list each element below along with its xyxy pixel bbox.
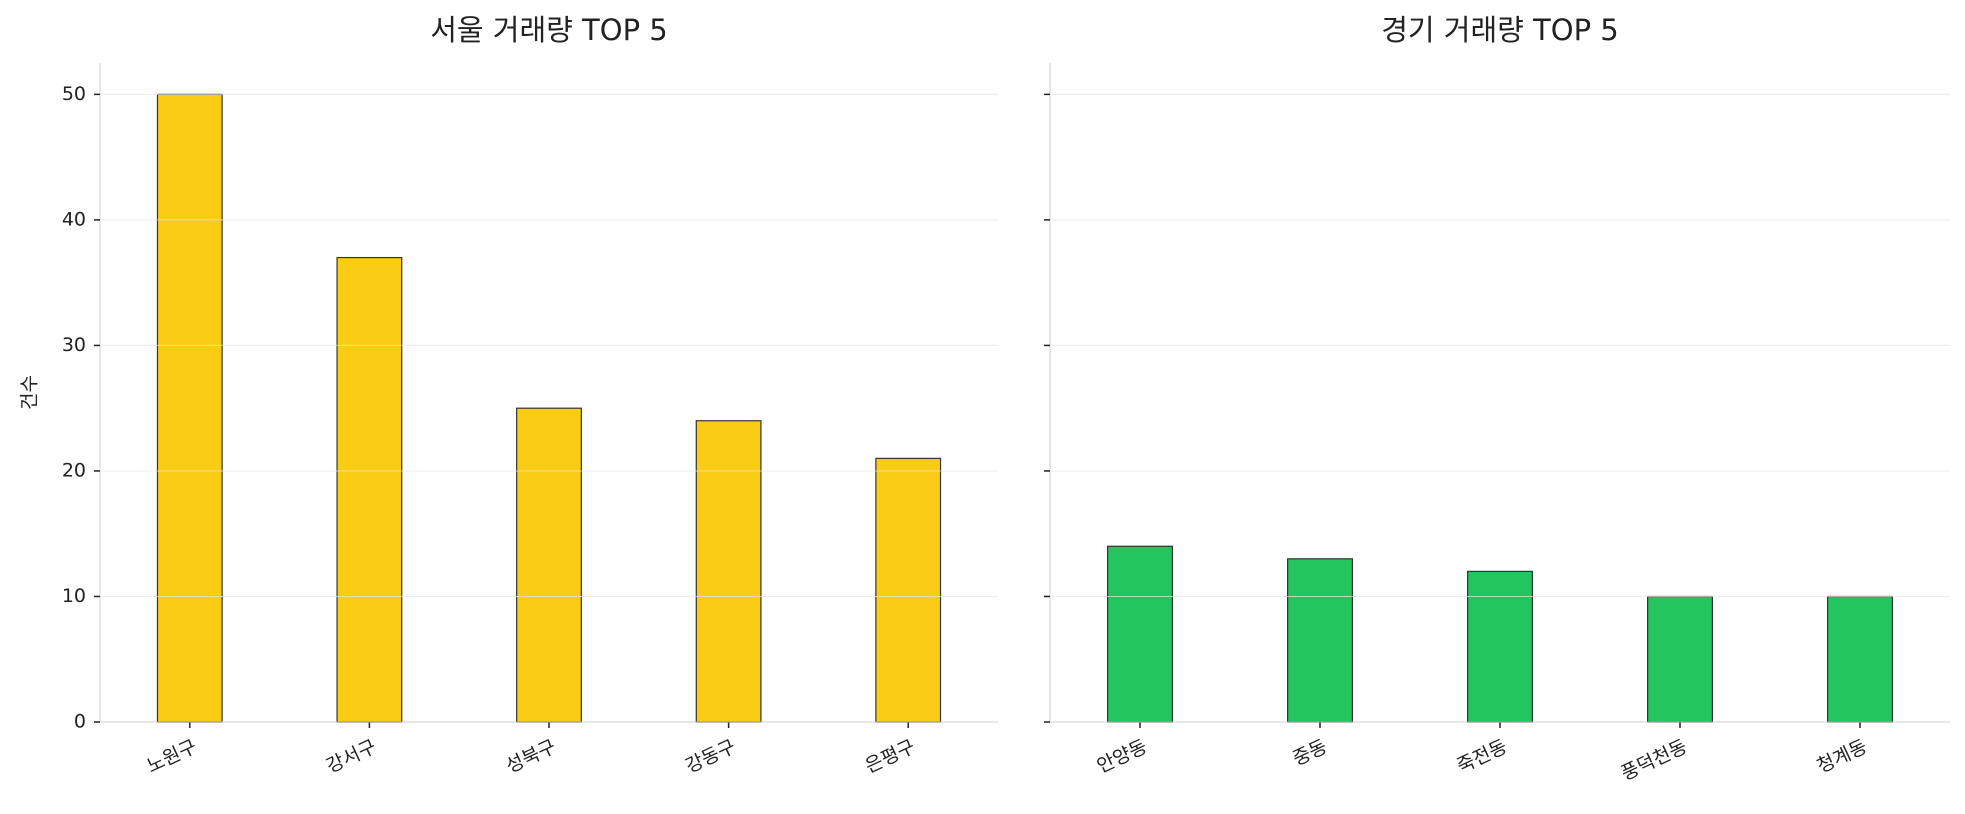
y-tick-label: 40 bbox=[62, 208, 86, 230]
bar bbox=[1466, 570, 1533, 723]
x-tick-label: 은평구 bbox=[862, 736, 919, 778]
bar bbox=[1826, 595, 1893, 723]
x-tick-label: 청계동 bbox=[1814, 736, 1871, 778]
bar bbox=[1286, 558, 1353, 723]
x-tick-label: 안양동 bbox=[1094, 736, 1151, 778]
x-tick-label: 성북구 bbox=[503, 736, 560, 778]
x-tick-label: 풍덕천동 bbox=[1618, 736, 1691, 785]
bar bbox=[875, 457, 942, 723]
bar bbox=[156, 93, 223, 723]
y-axis-label: 건수 bbox=[19, 375, 41, 410]
chart-title: 경기 거래량 TOP 5 bbox=[1381, 13, 1619, 47]
x-tick-label: 강서구 bbox=[323, 736, 380, 778]
x-tick-label: 노원구 bbox=[143, 736, 200, 778]
y-tick-label: 50 bbox=[62, 83, 86, 105]
bar bbox=[516, 407, 582, 723]
x-tick-label: 강동구 bbox=[682, 736, 739, 778]
chart-title: 서울 거래량 TOP 5 bbox=[430, 13, 668, 47]
bar bbox=[1646, 595, 1713, 723]
x-tick-label: 중동 bbox=[1289, 736, 1330, 771]
bar bbox=[336, 256, 403, 723]
y-tick-label: 20 bbox=[62, 459, 86, 481]
y-tick-label: 0 bbox=[74, 711, 86, 733]
x-tick-label: 죽전동 bbox=[1454, 736, 1511, 778]
y-tick-label: 30 bbox=[62, 334, 86, 356]
bar bbox=[1106, 545, 1173, 723]
bar bbox=[695, 420, 762, 723]
y-tick-label: 10 bbox=[62, 585, 86, 607]
